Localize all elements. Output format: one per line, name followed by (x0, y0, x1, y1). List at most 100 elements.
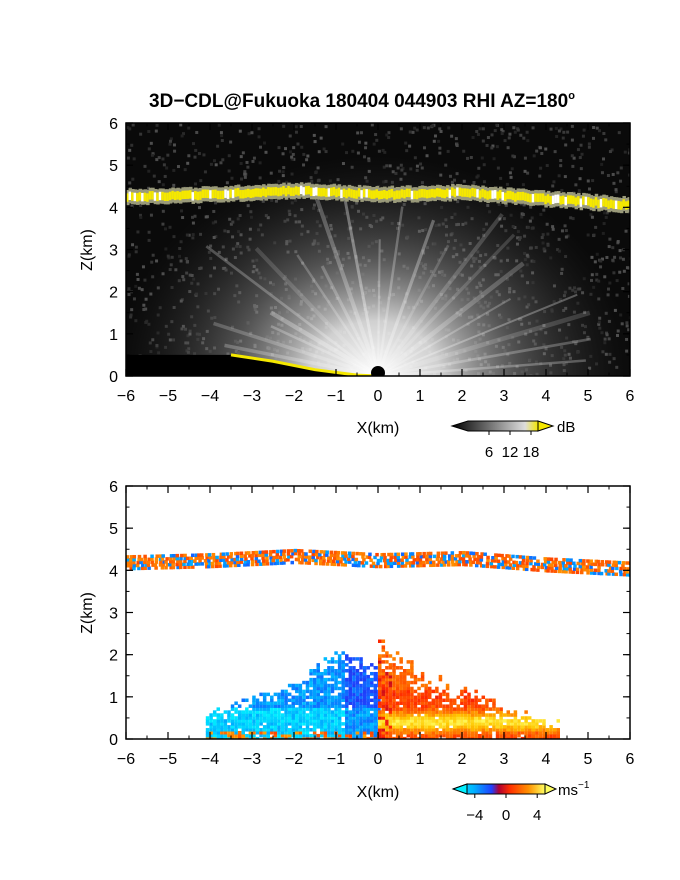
velocity-negative-cell (345, 722, 349, 726)
velocity-cloud-layer-cell (176, 559, 180, 564)
velocity-positive-cell (417, 730, 421, 735)
velocity-negative-cell (316, 725, 320, 729)
cloud-layer-cell (446, 188, 450, 197)
velocity-negative-cell (277, 730, 281, 735)
reflectivity-beam-ray (377, 310, 591, 376)
velocity-cloud-layer-cell (468, 560, 473, 564)
cloud-layer-cell (624, 201, 629, 210)
velocity-cloud-layer-cell (575, 570, 580, 575)
cloud-layer-cell (209, 190, 213, 199)
velocity-cloud-layer-cell (272, 549, 276, 554)
velocity-positive-cell (527, 733, 532, 738)
velocity-positive-cell (431, 730, 436, 735)
velocity-positive-cell (424, 719, 428, 723)
velocity-cloud-layer-cell (132, 557, 136, 562)
velocity-cloud-layer-cell (351, 557, 355, 562)
velocity-negative-cell (327, 736, 331, 739)
velocity-cloud-layer-cell (590, 571, 594, 575)
velocity-negative-cell (366, 719, 370, 723)
velocity-positive-cell (392, 657, 396, 661)
velocity-cloud-layer-cell (153, 563, 158, 567)
velocity-cloud-layer-cell (444, 551, 448, 555)
velocity-positive-cell (381, 713, 386, 717)
velocity-positive-cell (488, 722, 493, 726)
velocity-negative-cell (366, 677, 370, 682)
cloud-layer-cell (536, 193, 541, 202)
velocity-negative-cell (348, 725, 353, 729)
velocity-positive-cell (378, 722, 382, 726)
velocity-positive-cell (445, 683, 450, 688)
velocity-cloud-layer-cell (351, 551, 356, 556)
velocity-cloud-layer-cell (300, 560, 304, 565)
cloud-layer-cell (506, 190, 511, 200)
velocity-cloud-layer-cell (282, 561, 286, 565)
reflectivity-colorbar-over-arrow (537, 420, 555, 432)
velocity-positive-cell (402, 719, 407, 723)
velocity-negative-cell (359, 704, 363, 708)
velocity-negative-cell (209, 728, 213, 732)
velocity-positive-cell (499, 725, 503, 729)
x-tick-label: −1 (327, 751, 345, 768)
velocity-positive-cell (524, 716, 528, 720)
velocity-negative-cell (298, 736, 303, 739)
cloud-layer-cell (342, 188, 347, 198)
velocity-negative-cell (366, 736, 370, 739)
velocity-negative-cell (277, 692, 281, 697)
velocity-cloud-layer-cell (378, 558, 383, 563)
velocity-negative-cell (287, 710, 292, 714)
cloud-layer-cell (199, 191, 203, 200)
velocity-cloud-layer-cell (461, 556, 466, 561)
velocity-positive-cell (381, 725, 386, 729)
velocity-negative-cell (220, 730, 224, 735)
velocity-negative-cell (355, 698, 360, 703)
velocity-negative-cell (327, 666, 331, 670)
velocity-negative-cell (284, 736, 288, 739)
velocity-positive-cell (467, 736, 471, 739)
velocity-negative-cell (352, 728, 356, 732)
velocity-cloud-layer-cell (597, 568, 601, 573)
velocity-negative-cell (345, 710, 349, 714)
velocity-cloud-layer-cell (222, 555, 226, 559)
velocity-positive-cell (399, 710, 403, 714)
velocity-cloud-layer-cell (597, 565, 601, 570)
velocity-positive-cell (406, 716, 411, 720)
cloud-layer-cell (317, 187, 322, 197)
velocity-negative-cell (305, 736, 310, 739)
velocity-cloud-layer-cell (408, 555, 412, 559)
velocity-positive-cell (445, 730, 450, 735)
velocity-negative-cell (327, 707, 331, 711)
velocity-positive-cell (495, 710, 500, 714)
velocity-cloud-layer-cell (416, 555, 420, 559)
velocity-negative-cell (234, 736, 238, 739)
velocity-cloud-layer-cell (607, 572, 611, 576)
velocity-negative-cell (345, 692, 349, 697)
velocity-cloud-layer-cell (296, 557, 300, 562)
velocity-negative-cell (327, 689, 331, 694)
cloud-layer-cell (597, 199, 601, 209)
velocity-cloud-layer-cell (450, 560, 455, 564)
velocity-cloud-layer-cell (158, 557, 163, 561)
velocity-negative-cell (330, 722, 335, 726)
velocity-positive-cell (481, 707, 486, 711)
cloud-layer-cell (181, 190, 185, 200)
velocity-positive-cell (470, 698, 475, 703)
velocity-negative-cell (245, 707, 249, 711)
velocity-cloud-layer-cell (611, 566, 615, 570)
cloud-layer-cell (589, 198, 594, 207)
velocity-cloud-layer-cell (479, 564, 484, 568)
velocity-negative-cell (327, 692, 331, 697)
velocity-positive-cell (392, 677, 396, 682)
velocity-positive-cell (427, 736, 432, 739)
velocity-cloud-layer-cell (400, 552, 405, 556)
velocity-negative-cell (345, 663, 349, 667)
velocity-positive-cell (427, 710, 432, 714)
velocity-positive-cell (381, 692, 386, 697)
velocity-cloud-layer-cell (382, 558, 387, 563)
velocity-cloud-layer-cell (479, 558, 484, 562)
velocity-cloud-layer-cell (589, 559, 593, 563)
velocity-cloud-layer-cell (537, 565, 541, 569)
velocity-negative-cell (284, 704, 288, 708)
velocity-positive-cell (499, 733, 503, 738)
velocity-positive-cell (481, 710, 486, 714)
